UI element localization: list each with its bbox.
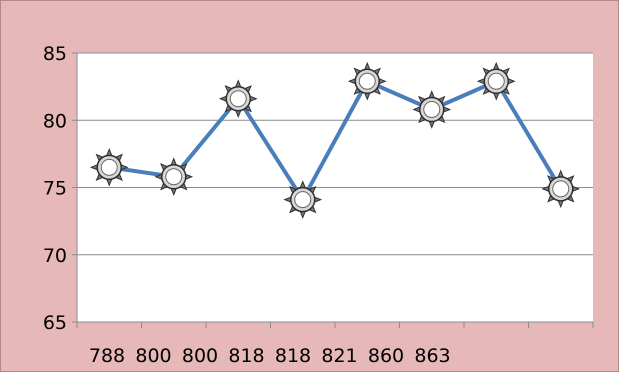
series	[89, 61, 581, 219]
data-point-marker	[283, 180, 323, 219]
x-tick-label: 818	[228, 345, 264, 367]
x-tick-label: 800	[182, 345, 218, 367]
x-tick-label: 821	[321, 345, 357, 367]
data-point-marker	[476, 61, 516, 101]
x-axis	[72, 52, 594, 328]
data-point-marker	[218, 79, 258, 119]
data-point-marker	[541, 169, 581, 209]
data-point-marker	[412, 90, 452, 129]
y-tick-label-85: 85	[43, 43, 67, 65]
x-tick-label: 860	[368, 345, 404, 367]
y-tick-label-80: 80	[43, 110, 67, 132]
data-point-marker	[347, 61, 387, 101]
y-tick-labels: 65 70 75 80 85	[43, 43, 67, 334]
data-point-marker	[89, 148, 129, 187]
y-tick-label-65: 65	[43, 312, 67, 334]
y-tick-label-70: 70	[43, 245, 67, 267]
x-tick-label: 800	[135, 345, 171, 367]
x-tick-label: 863	[414, 345, 450, 367]
x-tick-label: 818	[275, 345, 311, 367]
x-tick-labels: 788 800 800 818 818 821 860 863	[89, 345, 451, 367]
data-point-marker	[154, 157, 194, 197]
x-tick-label: 788	[89, 345, 125, 367]
y-tick-label-75: 75	[43, 178, 67, 200]
